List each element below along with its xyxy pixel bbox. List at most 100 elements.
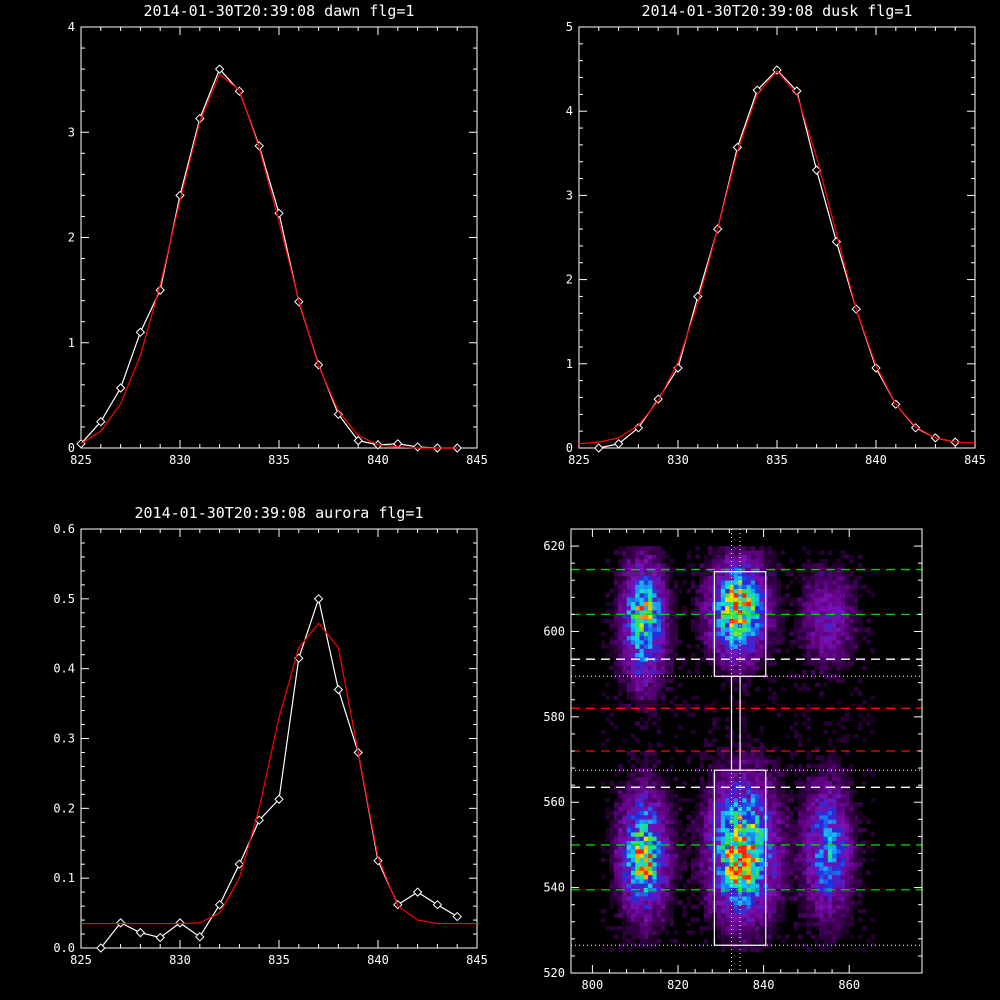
heatmap-pixel bbox=[643, 934, 649, 940]
heatmap-pixel bbox=[618, 827, 623, 833]
heatmap-pixel bbox=[639, 780, 645, 786]
heatmap-pixel bbox=[742, 751, 747, 756]
heatmap-pixel bbox=[750, 588, 756, 594]
heatmap-pixel bbox=[755, 640, 760, 645]
heatmap-pixel bbox=[720, 896, 726, 901]
heatmap-pixel bbox=[870, 729, 876, 735]
heatmap-pixel bbox=[720, 802, 726, 807]
heatmap-pixel bbox=[789, 640, 794, 645]
heatmap-pixel bbox=[737, 862, 743, 867]
heatmap-pixel bbox=[772, 849, 777, 854]
heatmap-pixel bbox=[690, 857, 696, 863]
heatmap-pixel bbox=[840, 648, 846, 654]
heatmap-pixel bbox=[712, 558, 717, 564]
heatmap-pixel bbox=[814, 631, 820, 637]
heatmap-pixel bbox=[630, 644, 636, 649]
heatmap-pixel bbox=[703, 605, 709, 611]
heatmap-pixel bbox=[755, 827, 760, 833]
heatmap-pixel bbox=[849, 896, 854, 901]
heatmap-pixel bbox=[605, 832, 610, 837]
heatmap-pixel bbox=[814, 665, 820, 671]
heatmap-pixel bbox=[746, 550, 752, 555]
heatmap-pixel bbox=[746, 815, 752, 820]
heatmap-pixel bbox=[665, 802, 670, 807]
heatmap-pixel bbox=[814, 802, 820, 807]
heatmap-pixel bbox=[746, 546, 752, 551]
heatmap-pixel bbox=[725, 934, 730, 940]
heatmap-pixel bbox=[618, 618, 623, 624]
heatmap-pixel bbox=[802, 904, 807, 910]
heatmap-pixel bbox=[716, 661, 722, 666]
heatmap-pixel bbox=[737, 921, 743, 927]
heatmap-pixel bbox=[669, 648, 675, 654]
heatmap-pixel bbox=[780, 908, 786, 914]
heatmap-pixel bbox=[652, 751, 657, 756]
heatmap-pixel bbox=[759, 584, 764, 590]
heatmap-pixel bbox=[613, 644, 619, 649]
heatmap-pixel bbox=[785, 597, 790, 602]
heatmap-pixel bbox=[725, 652, 730, 658]
heatmap-pixel bbox=[652, 896, 657, 901]
heatmap-pixel bbox=[729, 827, 734, 833]
heatmap-pixel bbox=[707, 729, 713, 735]
heatmap-pixel bbox=[725, 627, 730, 632]
heatmap-pixel bbox=[857, 832, 863, 837]
heatmap-pixel bbox=[720, 789, 726, 794]
heatmap-pixel bbox=[836, 917, 841, 923]
heatmap-pixel bbox=[695, 588, 700, 594]
heatmap-pixel bbox=[703, 836, 709, 841]
heatmap-pixel bbox=[733, 802, 739, 807]
heatmap-pixel bbox=[626, 661, 632, 666]
heatmap-pixel bbox=[622, 793, 627, 799]
heatmap-pixel bbox=[755, 593, 760, 598]
heatmap-pixel bbox=[780, 819, 786, 824]
heatmap-pixel bbox=[639, 776, 645, 782]
heatmap-pixel bbox=[750, 866, 756, 871]
heatmap-pixel bbox=[772, 597, 777, 602]
heatmap-pixel bbox=[776, 746, 782, 752]
heatmap-pixel bbox=[703, 575, 709, 581]
heatmap-pixel bbox=[665, 678, 670, 683]
heatmap-pixel bbox=[810, 648, 816, 654]
heatmap-pixel bbox=[737, 934, 743, 940]
heatmap-pixel bbox=[716, 887, 722, 893]
heatmap-pixel bbox=[699, 887, 704, 893]
heatmap-pixel bbox=[827, 832, 833, 837]
heatmap-pixel bbox=[707, 661, 713, 666]
heatmap-pixel bbox=[609, 635, 615, 641]
heatmap-pixel bbox=[806, 904, 812, 910]
heatmap-pixel bbox=[832, 631, 837, 637]
heatmap-pixel bbox=[772, 793, 777, 799]
heatmap-pixel bbox=[690, 797, 696, 803]
heatmap-pixel bbox=[660, 823, 666, 829]
heatmap-pixel bbox=[814, 900, 820, 905]
y-tick-label: 540 bbox=[543, 881, 565, 895]
heatmap-pixel bbox=[605, 716, 610, 722]
heatmap-pixel bbox=[669, 575, 675, 581]
heatmap-pixel bbox=[793, 618, 799, 624]
heatmap-pixel bbox=[823, 614, 829, 619]
heatmap-pixel bbox=[836, 862, 841, 867]
heatmap-pixel bbox=[648, 708, 653, 713]
heatmap-pixel bbox=[776, 832, 782, 837]
heatmap-pixel bbox=[814, 644, 820, 649]
heatmap-pixel bbox=[759, 635, 764, 641]
heatmap-pixel bbox=[720, 844, 726, 850]
heatmap-pixel bbox=[725, 618, 730, 624]
heatmap-pixel bbox=[814, 857, 820, 863]
heatmap-pixel bbox=[789, 896, 794, 901]
heatmap-pixel bbox=[759, 883, 764, 888]
heatmap-pixel bbox=[626, 921, 632, 927]
heatmap-pixel bbox=[772, 913, 777, 918]
heatmap-pixel bbox=[712, 716, 717, 722]
heatmap-pixel bbox=[806, 793, 812, 799]
heatmap-pixel bbox=[673, 870, 679, 876]
heatmap-pixel bbox=[643, 610, 649, 615]
heatmap-pixel bbox=[626, 789, 632, 794]
heatmap-pixel bbox=[755, 891, 760, 897]
heatmap-pixel bbox=[639, 797, 645, 803]
heatmap-pixel bbox=[767, 759, 773, 765]
heatmap-pixel bbox=[618, 908, 623, 914]
heatmap-pixel bbox=[699, 563, 704, 568]
